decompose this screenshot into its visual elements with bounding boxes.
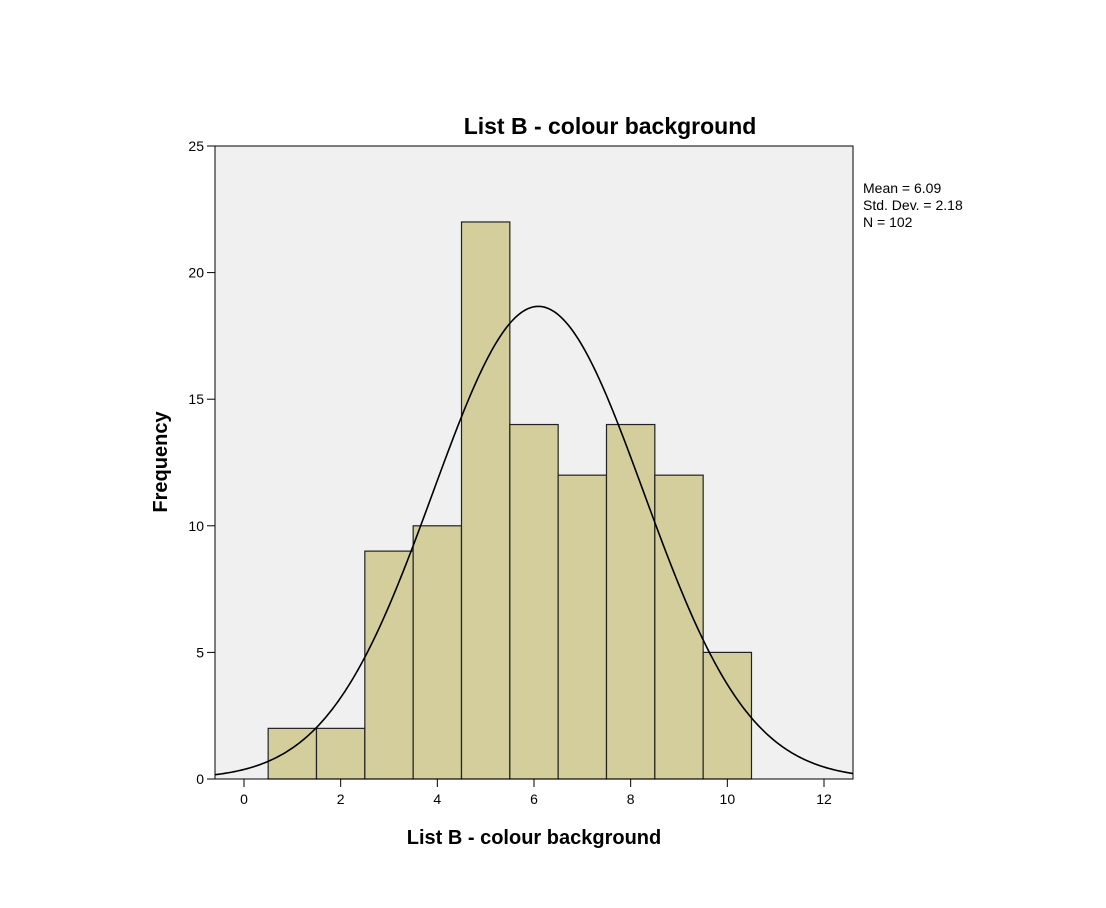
y-tick-label: 10 [188, 518, 204, 534]
x-tick-label: 10 [720, 791, 736, 807]
y-tick-label: 15 [188, 391, 204, 407]
histogram-bar-9 [654, 474, 704, 780]
y-tick-label: 20 [188, 265, 204, 281]
histogram-bar-7 [557, 474, 608, 780]
x-axis: 0 2 4 6 8 10 12 [240, 779, 832, 807]
histogram-bar-3 [364, 550, 414, 780]
histogram-bar-8 [605, 423, 656, 780]
x-axis-title: List B - colour background [407, 827, 661, 849]
histogram-bar-2 [315, 727, 366, 780]
y-axis-title: Frequency [150, 411, 172, 513]
y-axis: 0 5 10 15 20 25 [188, 138, 215, 787]
stat-n: N = 102 [863, 214, 913, 230]
x-tick-label: 6 [530, 791, 538, 807]
x-tick-label: 0 [240, 791, 248, 807]
histogram-bars [267, 221, 753, 780]
y-tick-label: 0 [196, 771, 204, 787]
histogram-bar-5 [460, 221, 511, 780]
x-tick-label: 12 [816, 791, 832, 807]
histogram-bar-1 [267, 727, 318, 780]
histogram-bar-4 [412, 525, 463, 780]
stats-box: Mean = 6.09 Std. Dev. = 2.18 N = 102 [863, 180, 963, 230]
normal-curve [214, 305, 854, 776]
y-tick-label: 25 [188, 138, 204, 154]
chart-title: List B - colour background [464, 113, 757, 139]
x-tick-label: 2 [337, 791, 345, 807]
stat-mean: Mean = 6.09 [863, 180, 941, 196]
histogram-bar-6 [509, 423, 559, 780]
x-tick-label: 8 [627, 791, 635, 807]
y-tick-label: 5 [196, 644, 204, 660]
x-tick-label: 4 [433, 791, 441, 807]
stat-std-dev: Std. Dev. = 2.18 [863, 197, 963, 213]
histogram-bar-10 [702, 651, 753, 780]
